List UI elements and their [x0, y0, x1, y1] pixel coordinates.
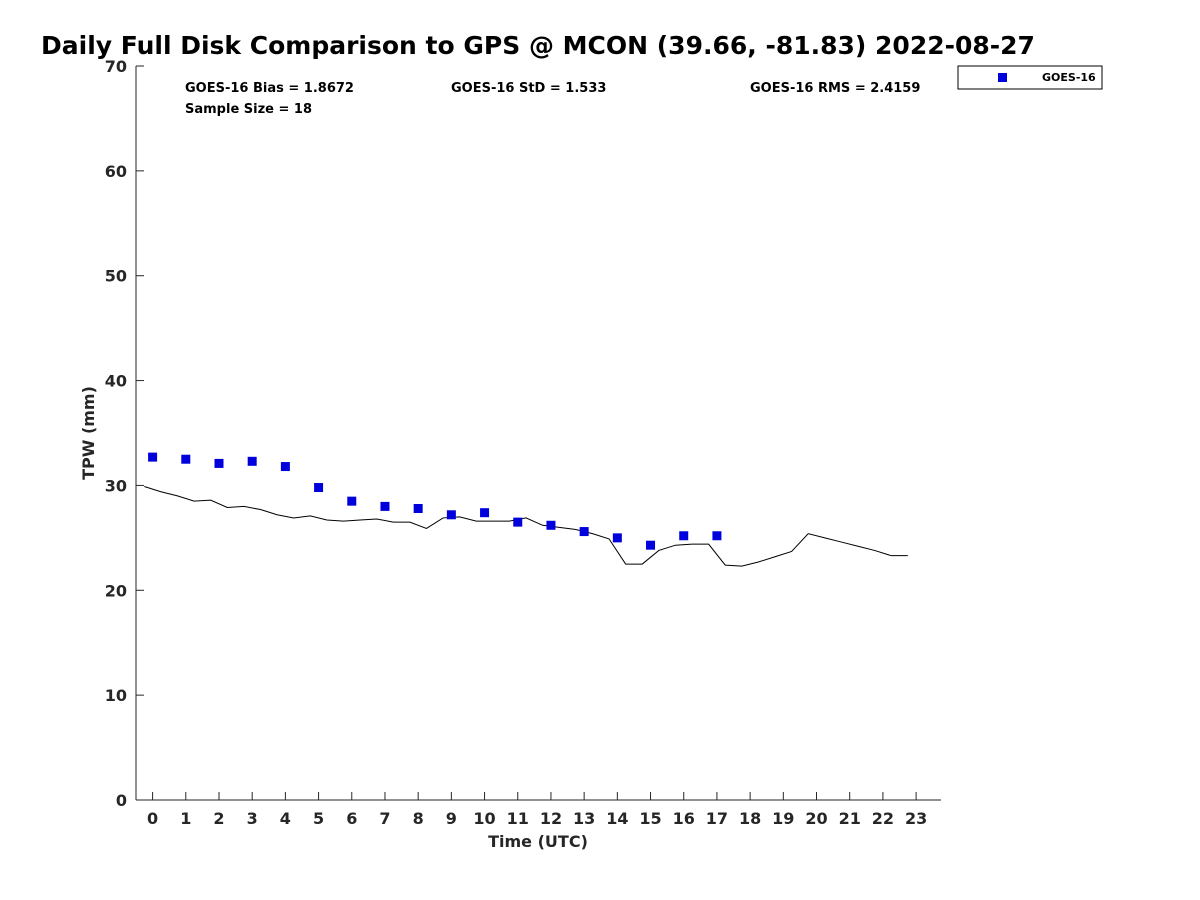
- x-tick-label: 22: [872, 809, 894, 828]
- legend-box: [957, 65, 1103, 90]
- goes16-point: [214, 458, 224, 468]
- goes16-point: [480, 508, 490, 518]
- goes16-point: [280, 462, 290, 472]
- x-tick-label: 6: [346, 809, 357, 828]
- y-tick-label: 0: [116, 791, 127, 810]
- x-tick-label: 10: [473, 809, 495, 828]
- goes16-point: [546, 520, 556, 530]
- x-tick-label: 16: [673, 809, 695, 828]
- goes16-point: [513, 517, 523, 527]
- y-axis-label: TPW (mm): [79, 386, 98, 480]
- y-tick-label: 20: [105, 581, 127, 600]
- x-axis-label: Time (UTC): [488, 832, 588, 851]
- x-tick-label: 3: [247, 809, 258, 828]
- x-tick-label: 19: [772, 809, 794, 828]
- x-tick-label: 23: [905, 809, 927, 828]
- bias-stat: GOES-16 Bias = 1.8672: [185, 81, 354, 96]
- x-tick-label: 2: [213, 809, 224, 828]
- gps-line-layer: [144, 486, 908, 567]
- legend-marker-goes16: [998, 73, 1007, 82]
- x-tick-label: 13: [573, 809, 595, 828]
- goes16-point: [380, 501, 390, 511]
- goes16-point: [148, 452, 158, 462]
- goes16-point: [247, 456, 257, 466]
- goes16-point: [579, 527, 589, 537]
- x-tick-label: 21: [839, 809, 861, 828]
- goes16-point: [181, 454, 191, 464]
- x-tick-label: 14: [606, 809, 628, 828]
- x-tick-label: 15: [639, 809, 661, 828]
- y-tick-label: 60: [105, 162, 127, 181]
- y-tick-label: 30: [105, 476, 127, 495]
- x-tick-label: 9: [446, 809, 457, 828]
- x-tick-label: 12: [540, 809, 562, 828]
- goes16-point: [612, 533, 622, 543]
- stats-annotations: GOES-16 Bias = 1.8672 GOES-16 StD = 1.53…: [185, 81, 920, 117]
- x-tick-label: 4: [280, 809, 291, 828]
- goes16-point: [347, 496, 357, 506]
- std-stat: GOES-16 StD = 1.533: [451, 81, 606, 96]
- x-tick-label: 5: [313, 809, 324, 828]
- x-tick-label: 7: [379, 809, 390, 828]
- goes16-point: [314, 483, 324, 493]
- y-tick-label: 50: [105, 267, 127, 286]
- goes16-point: [413, 503, 423, 513]
- axes: [135, 66, 941, 801]
- legend-label-goes16: GOES-16: [1042, 71, 1096, 84]
- x-tick-label: 17: [706, 809, 728, 828]
- x-tick-label: 0: [147, 809, 158, 828]
- chart-title: Daily Full Disk Comparison to GPS @ MCON…: [41, 31, 1035, 60]
- goes16-point: [446, 510, 456, 520]
- y-tick-label: 40: [105, 372, 127, 391]
- axis-ticks: 0 1 2 3 4 5 6 7 8 9 10 11 12 13 14 15 16 17 18 19 20 21 22 2301…: [105, 57, 928, 828]
- sample-size-stat: Sample Size = 18: [185, 102, 312, 117]
- x-tick-label: 20: [805, 809, 827, 828]
- goes16-marker-layer: [148, 452, 722, 550]
- x-tick-label: 18: [739, 809, 761, 828]
- y-tick-label: 10: [105, 686, 127, 705]
- goes16-point: [679, 531, 689, 541]
- rms-stat: GOES-16 RMS = 2.4159: [750, 81, 920, 96]
- goes16-point: [646, 540, 656, 550]
- x-tick-label: 1: [180, 809, 191, 828]
- goes16-point: [712, 531, 722, 541]
- y-tick-label: 70: [105, 57, 127, 76]
- x-tick-label: 8: [413, 809, 424, 828]
- gps-tpw-line: [144, 486, 908, 567]
- legend: GOES-16: [957, 65, 1103, 90]
- x-tick-label: 11: [507, 809, 529, 828]
